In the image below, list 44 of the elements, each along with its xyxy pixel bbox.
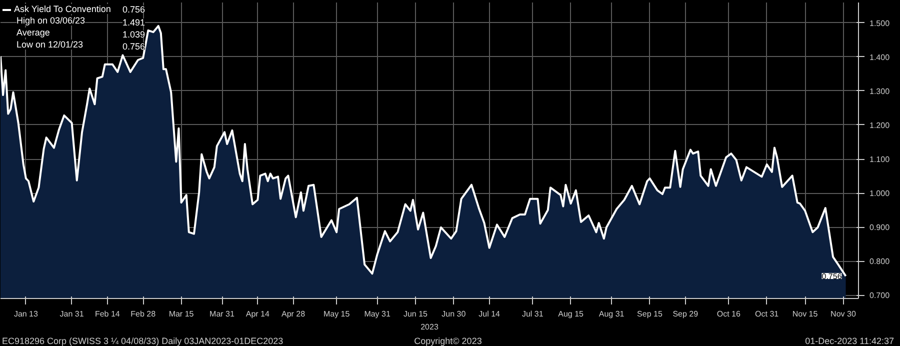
y-tick-label: 1.000 (870, 189, 890, 198)
legend-label: Ask Yield To Convention (14, 4, 111, 14)
x-tick-label: May 31 (364, 310, 391, 318)
annotation: Average (16, 28, 50, 38)
y-tick-label: 0.800 (870, 257, 890, 266)
x-tick-label: Mar 31 (210, 310, 235, 318)
annotation: 1.491 (122, 18, 146, 28)
annotation: High on 03/06/23 (16, 16, 86, 26)
text: 01-Dec-2023 11:42:37 (804, 335, 894, 346)
x-tick-label: Jul 31 (522, 310, 544, 318)
annotation: 0.756 (822, 272, 842, 282)
x-tick-label: May 15 (323, 310, 350, 318)
x-tick-label: Aug 15 (558, 310, 584, 318)
y-tick-label: 1.300 (870, 86, 890, 96)
x-axis-title: 2023 (420, 322, 439, 332)
annotation: 0.756 (122, 42, 146, 52)
y-tick-label: 1.400 (870, 52, 890, 62)
x-tick-label: Oct 16 (716, 310, 741, 318)
y-tick-label: 1.500 (870, 18, 890, 28)
y-tick-label: 1.100 (870, 155, 890, 164)
text: Copyright© 2023 (413, 335, 483, 346)
x-tick-label: Apr 14 (246, 310, 270, 318)
x-tick-label: Feb 14 (94, 310, 120, 318)
annotation: Low on 12/01/23 (16, 40, 84, 50)
y-tick-label: 0.700 (870, 291, 890, 300)
x-tick-label: Mar 15 (168, 310, 194, 318)
x-tick-label: Jun 30 (442, 310, 466, 318)
x-tick-label: Feb 28 (130, 310, 156, 318)
y-tick-label: 0.900 (870, 223, 890, 232)
x-tick-label: Nov 15 (792, 310, 818, 318)
x-tick-label: Jan 31 (60, 310, 84, 318)
x-tick-label: Jan 13 (14, 310, 39, 318)
x-tick-label: Sep 15 (637, 310, 663, 318)
x-tick-label: Oct 31 (755, 310, 780, 318)
x-tick-label: Jun 15 (403, 310, 428, 318)
text: EC918296 Corp (SWISS 3 ¼ 04/08/33) Daily 03JAN2023-01DEC2023 (2, 335, 284, 346)
annotation: 0.756 (122, 4, 146, 14)
annotation: 1.039 (122, 30, 146, 40)
y-tick-label: 1.200 (870, 120, 890, 130)
x-tick-label: Aug 31 (598, 310, 625, 318)
x-tick-label: Sep 29 (672, 310, 699, 318)
x-tick-label: Jul 14 (478, 310, 501, 318)
x-tick-label: Apr 28 (282, 310, 306, 318)
x-tick-label: Nov 30 (830, 310, 856, 318)
